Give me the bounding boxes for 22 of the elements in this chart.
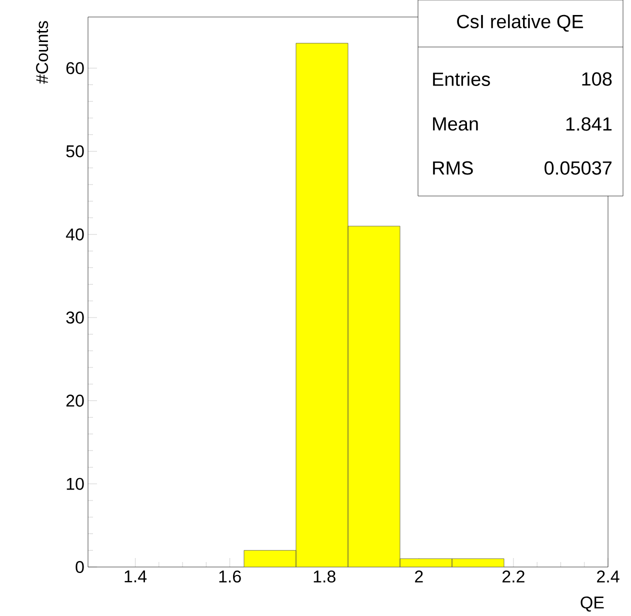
- x-tick-label: 2.2: [502, 570, 524, 582]
- annotation: RMS: [433, 161, 473, 175]
- annotation: 108: [582, 72, 612, 86]
- x-tick-label: 1.6: [219, 570, 241, 583]
- annotation: Entries: [433, 72, 490, 86]
- annotation: 1.841: [566, 117, 612, 131]
- y-tick-label: 50: [66, 145, 84, 158]
- x-axis-title: QE: [580, 596, 604, 612]
- x-tick-label: 2: [415, 570, 423, 582]
- y-tick-label: 40: [66, 228, 84, 240]
- x-tick-label: 2.4: [597, 570, 620, 582]
- chart-title: CsI relative QE: [457, 14, 584, 32]
- x-tick-label: 1.4: [124, 570, 147, 582]
- y-tick-label: 30: [66, 312, 84, 324]
- annotation: Mean: [433, 117, 478, 131]
- y-tick-label: 0: [76, 560, 84, 574]
- y-tick-label: 10: [66, 478, 84, 490]
- y-tick-label: 60: [66, 62, 84, 74]
- x-tick-label: 1.8: [314, 570, 336, 583]
- y-tick-label: 20: [66, 394, 84, 407]
- annotation: 0.05037: [544, 161, 612, 175]
- y-axis-title: #Counts: [36, 21, 48, 84]
